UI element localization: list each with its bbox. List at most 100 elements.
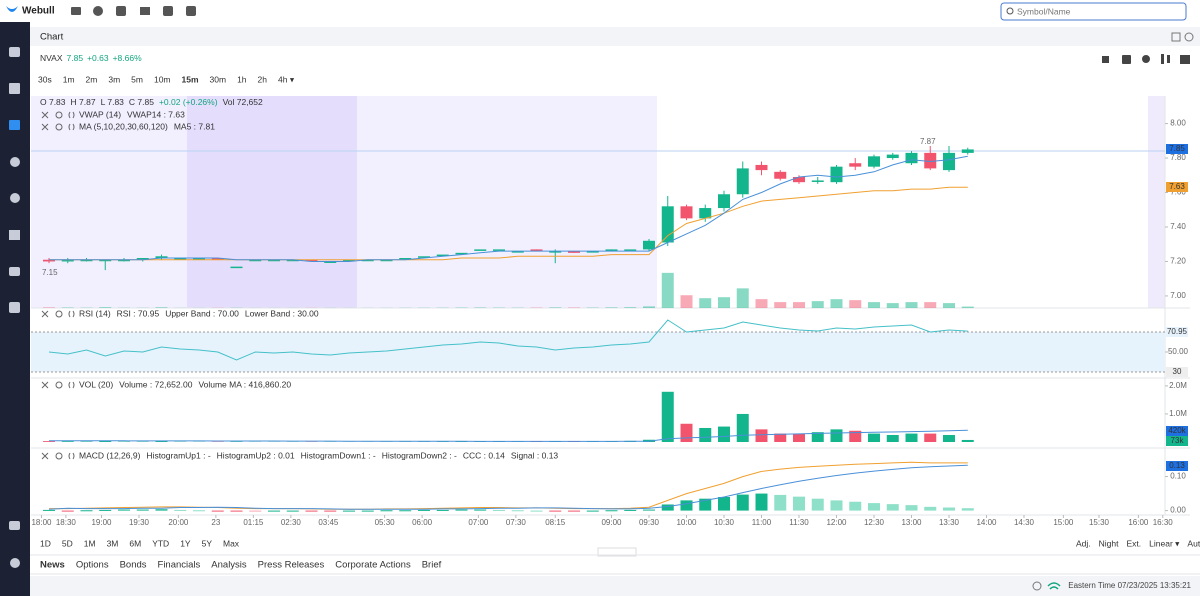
macd-bar [80,510,93,512]
price: 7.85 [67,53,84,63]
candle-body [343,259,355,262]
interval[interactable]: 2m [86,74,98,84]
x-tick-label: 06:00 [412,518,433,527]
volume-bar [961,439,974,442]
tab[interactable]: Options [76,560,109,571]
panel-controls[interactable] [1171,32,1194,42]
macd-bar [399,510,412,512]
interval[interactable]: 10m [154,74,171,84]
indicator-vol: Volume : 72,652.00 [119,379,193,389]
chart-option[interactable]: Night [1099,538,1119,548]
search-box[interactable] [1000,2,1187,21]
price-volume-bar [699,298,712,308]
interval[interactable]: 1m [63,74,75,84]
range[interactable]: 3M [107,538,119,548]
x-tick-label: 14:00 [976,518,997,527]
price-tick-label: 7.40 [1170,222,1186,231]
range[interactable]: 5D [62,538,73,548]
macd-bar [361,510,374,512]
price-volume-bar [155,307,168,308]
interval[interactable]: 2h [258,74,268,84]
indicator-rsi: Lower Band : 30.00 [245,308,319,318]
x-tick-label: 16:30 [1153,518,1174,527]
chart-option[interactable]: Ext. [1127,538,1142,548]
x-tick-label: 09:00 [601,518,622,527]
refresh-icon[interactable] [1032,581,1042,591]
macd-bar [905,505,918,511]
panel-title: Chart [40,32,64,43]
macd-bar [155,509,168,511]
candle-body [943,152,955,171]
tab[interactable]: Analysis [211,560,247,571]
candle-body [811,180,824,182]
axis-tag-bg [1166,426,1188,436]
candle-body [568,251,580,253]
macd-bar [136,509,149,511]
collapse-handle[interactable] [597,547,637,557]
volume-bar [155,441,168,442]
volume-tick-label: 2.0M [1169,381,1187,390]
price-volume-bar [943,303,955,308]
volume-tick-label: 1.0M [1169,409,1187,418]
candle-body [61,259,74,262]
chart-option[interactable]: Adj. [1076,538,1091,548]
search-icon [1006,7,1014,15]
x-tick-label: 02:30 [281,518,302,527]
macd-bar [455,509,468,511]
tab[interactable]: Bonds [120,560,147,571]
volume-bar [699,427,712,442]
visibility-icon [55,452,63,460]
volume-bar [774,433,787,442]
range[interactable]: 1Y [180,538,191,548]
x-tick-label: 20:00 [168,518,189,527]
legend-item: H 7.87 [71,97,96,107]
x-tick-label: 11:00 [752,518,772,527]
interval[interactable]: 4h ▾ [278,74,295,84]
tab[interactable]: Press Releases [258,560,325,571]
tab[interactable]: Brief [422,560,442,571]
macd-bar [680,500,693,511]
tab[interactable]: Corporate Actions [335,560,411,571]
x-tick-label: 14:30 [1014,518,1035,527]
macd-bar [755,493,768,511]
candle-body [286,259,299,262]
sidebar-icons[interactable] [9,47,20,568]
volume-bar [736,413,749,442]
macd-bar [118,509,130,511]
indicator-macd: MACD (12,26,9) [79,450,141,460]
indicator-rsi: RSI (14) [79,308,111,318]
price-volume-bar [886,303,899,308]
volume-bar [905,433,918,442]
chart-option[interactable]: Linear ▾ [1149,538,1180,548]
interval[interactable]: 1h [237,74,247,84]
macd-bar [811,498,824,511]
range[interactable]: Max [223,538,240,548]
candle-body [661,206,674,243]
macd-bar [511,510,524,512]
interval[interactable]: 30s [38,74,52,84]
top-icons[interactable] [71,6,196,16]
interval[interactable]: 3m [108,74,120,84]
tool-icons[interactable] [1102,54,1190,64]
chart-option[interactable]: Auto [1187,538,1200,548]
volume-bar [43,441,55,442]
interval[interactable]: 5m [131,74,143,84]
candle-body [868,156,880,167]
volume-bar [886,434,899,442]
tab[interactable]: News [40,560,65,571]
visibility-icon [55,310,63,318]
settings-icon [68,452,75,460]
tab[interactable]: Financials [158,560,201,571]
range[interactable]: 6M [129,538,141,548]
range[interactable]: YTD [152,538,169,548]
interval[interactable]: 30m [210,74,227,84]
interval[interactable]: 15m [182,74,199,84]
x-tick-label: 08:15 [545,518,566,527]
range[interactable]: 1D [40,538,51,548]
range[interactable]: 1M [84,538,96,548]
range[interactable]: 5Y [202,538,213,548]
price-volume-bar [793,302,805,308]
x-tick-label: 18:00 [31,518,52,527]
indicator-macd: HistogramDown2 : - [382,450,457,460]
volume-bar [943,434,955,442]
